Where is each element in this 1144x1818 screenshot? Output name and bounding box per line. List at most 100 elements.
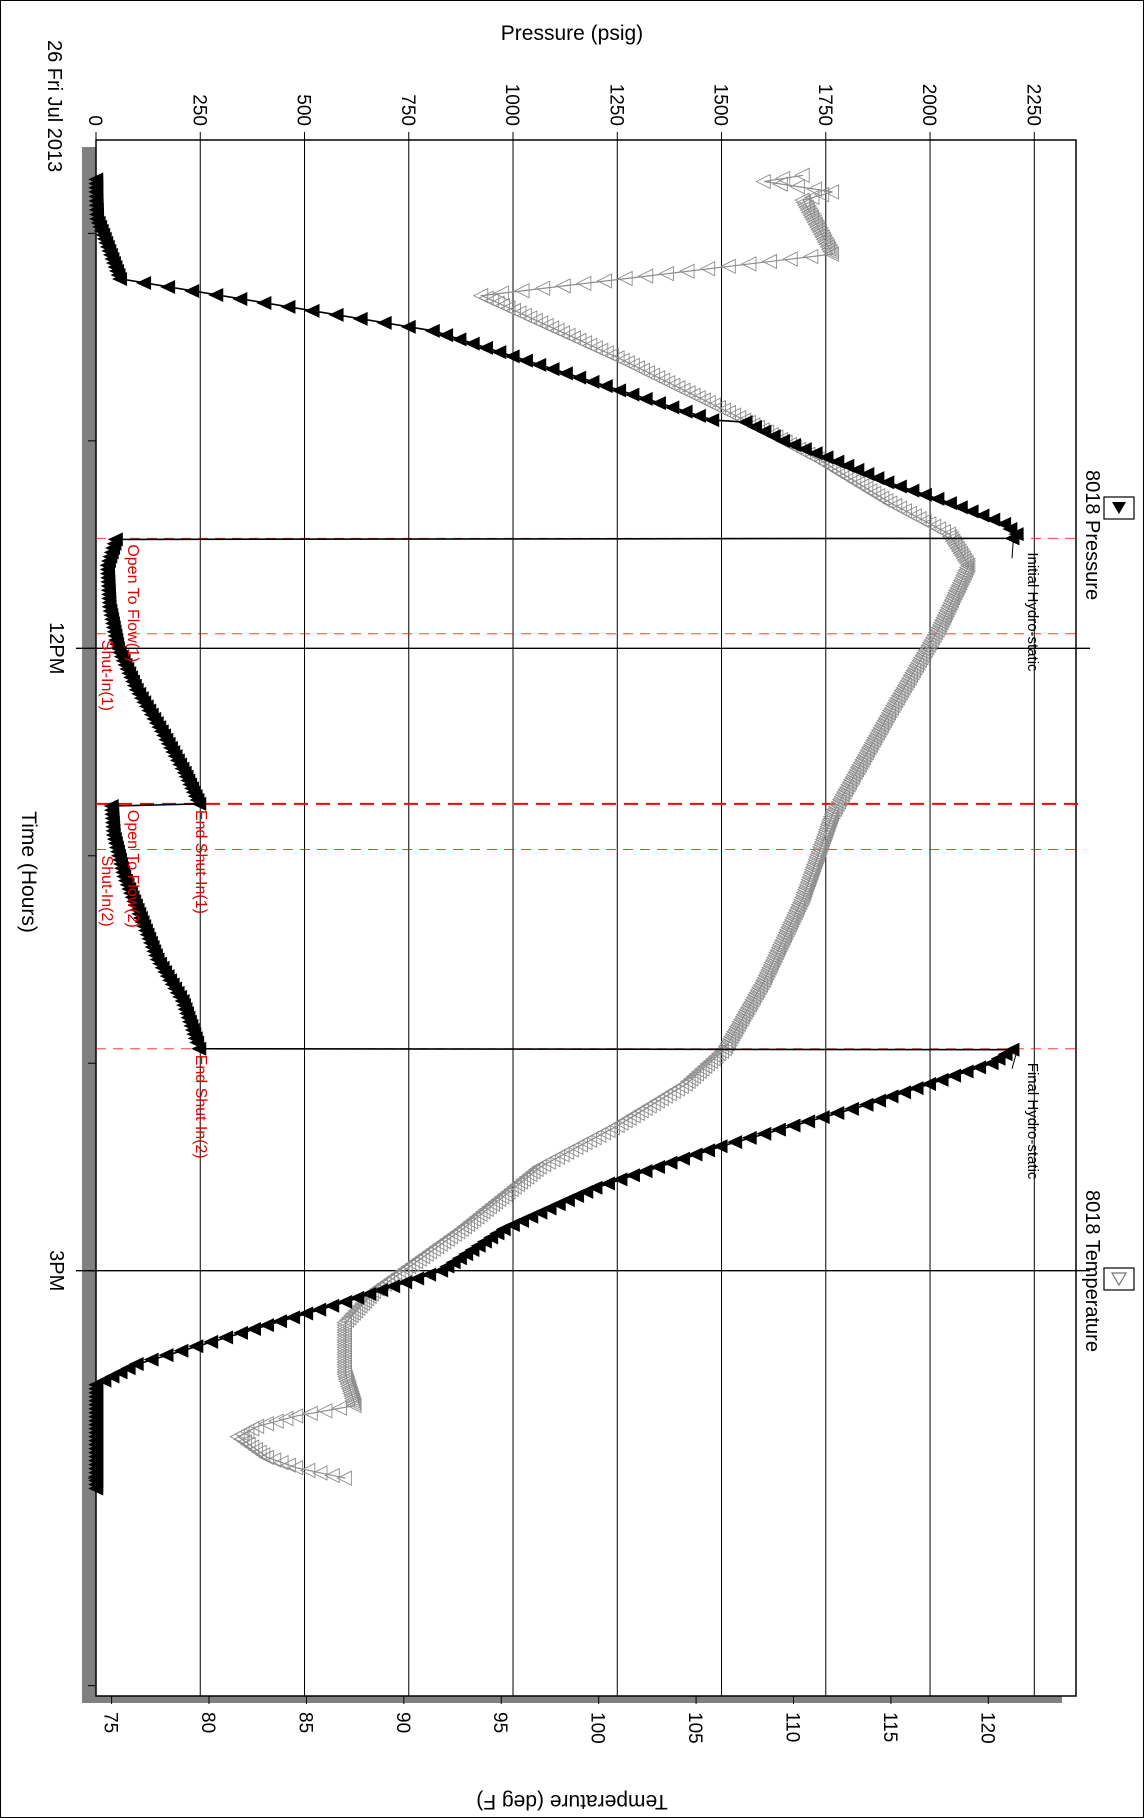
temperature-point [515,1171,532,1188]
temperature-tick-label-group: 110 [781,1712,802,1742]
pressure-point [104,1369,120,1384]
pressure-point [424,323,440,338]
annotation-label: Initial Hydro-static [1024,552,1041,672]
temperature-point [941,528,958,545]
pressure-tick-label: 1500 [710,84,731,126]
temperature-point [794,889,810,905]
temperature-point [707,1048,724,1064]
pressure-point [1004,531,1020,546]
temperature-point [813,834,830,850]
temperature-point [816,826,832,843]
temperature-point [769,942,785,958]
temperature-point [800,871,816,888]
pressure-point [677,404,693,419]
pressure-point [400,319,416,334]
pressure-point [741,1130,757,1145]
temperature-point [778,922,795,938]
temperature-point [803,209,819,226]
legend-temperature: 8018 Temperature [1081,1190,1135,1352]
event-label: Shut-In(1) [98,640,115,711]
temperature-point [758,964,775,981]
pressure-point [904,483,920,498]
temperature-point [799,202,816,218]
temperature-point [512,1174,528,1190]
temperature-point [812,836,829,853]
temperature-point [795,194,812,211]
pressure-point [675,1151,690,1166]
pressure-point [849,462,865,477]
temperature-point [780,919,796,936]
temperature-point [817,824,833,840]
temperature-point [810,844,826,860]
temperature-point [506,1179,522,1195]
temperature-point [763,954,779,971]
event-label-group: Shut-In(2) [98,856,115,927]
temperature-point [481,1199,497,1215]
temperature-point [761,253,778,270]
pressure-point [775,433,791,448]
pressure-point [571,370,587,385]
pressure-point [191,796,207,811]
pressure-point [143,1352,159,1367]
time-tick-label-group: 12PM [45,622,67,674]
temperature-point [949,540,965,557]
temperature-point [811,841,827,858]
temperature-point [243,1439,260,1455]
temperature-point [232,1431,249,1447]
temperature-point [819,239,835,255]
event-label: Open To Flow(1) [124,544,141,662]
annotation-label-group: Final Hydro-static [1024,1063,1041,1180]
temperature-point [796,884,812,900]
plot-area [95,139,1077,1697]
temperature-point [342,1385,358,1402]
pressure-point [637,391,653,406]
temperature-point [768,944,784,961]
temperature-point [959,557,976,574]
temperature-point [487,1194,504,1210]
temperature-point [810,221,826,238]
pressure-point [559,1193,575,1208]
temperature-tick-label: 120 [976,1712,997,1744]
temperature-point [713,1043,729,1059]
axis-labels: 0 250 500 750 1000 1250 1500 1750 2000 2250 75 80 85… [45,84,1043,1744]
pressure-point [985,512,1001,527]
temperature-point [802,248,819,265]
temperature-point [496,1186,513,1203]
temperature-point [819,819,835,835]
temperature-point [953,548,970,564]
pressure-point [891,479,907,494]
pressure-point [352,311,368,326]
temperature-point [788,902,804,918]
temperature-point [761,959,777,976]
temperature-point [679,263,695,279]
temperature-point [796,881,813,898]
temperature-point [324,1467,340,1484]
pressure-point [304,303,320,318]
pressure-point [88,1481,104,1496]
temperature-point [770,939,787,956]
pressure-tick-label: 1000 [501,84,522,126]
pressure-point [531,357,547,372]
temperature-point [948,582,964,598]
temperature-point [518,1169,535,1185]
temperature-point [280,1457,296,1473]
temperature-point [343,1390,360,1407]
temperature-point [950,577,966,593]
pressure-point [184,283,200,298]
temperature-point [699,1056,716,1072]
temperature-point [617,270,633,287]
temperature-point [240,1436,256,1453]
temperature-point [764,952,781,968]
event-label: Shut-In(2) [98,856,115,927]
x-axis-title: Time (Hours) [17,811,40,933]
pressure-point [451,332,467,347]
temperature-point [800,204,817,221]
temperature-point [955,550,971,566]
temperature-point [339,1376,355,1392]
temperature-point [575,275,592,292]
pressure-point [916,487,932,502]
temperature-point [807,851,823,868]
date-label-group: 26 Fri Jul 2013 [43,40,65,172]
event-label-group: End Shut-In(1) [192,810,209,914]
time-tick-label-group: 3PM [45,1250,67,1291]
